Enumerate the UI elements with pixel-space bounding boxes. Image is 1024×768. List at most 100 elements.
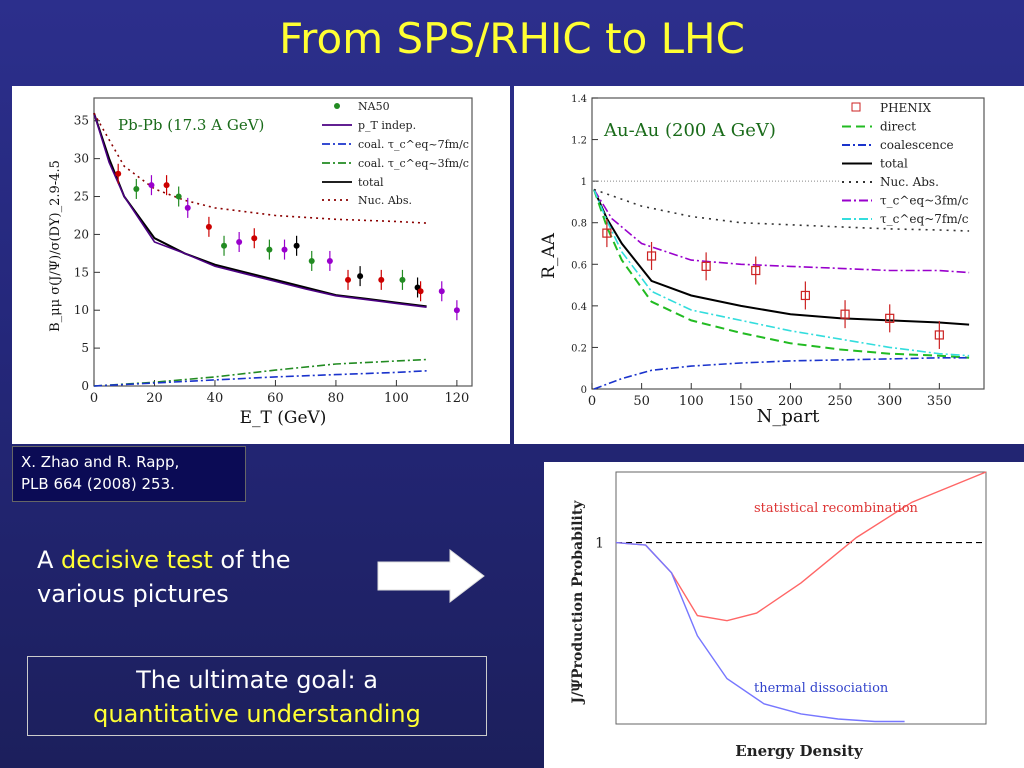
- series-line: [615, 471, 987, 622]
- plot-frame: [615, 471, 987, 725]
- data-point: [281, 246, 288, 253]
- data-point: [800, 290, 810, 301]
- data-point: [293, 242, 300, 249]
- y-tick-label: 25: [74, 190, 89, 204]
- y-tick-label: 35: [74, 114, 89, 128]
- y-tick-label: 0.8: [571, 219, 587, 230]
- data-point: [115, 170, 122, 177]
- legend-label: p_T indep.: [358, 119, 416, 132]
- data-point: [163, 182, 170, 189]
- data-point: [934, 330, 944, 340]
- legend-label: Nuc. Abs.: [880, 175, 939, 189]
- data-point: [378, 276, 385, 283]
- y-tick-label: 15: [74, 265, 89, 279]
- data-point: [885, 313, 895, 323]
- data-point: [205, 223, 212, 230]
- legend-label: NA50: [358, 100, 390, 113]
- series-line: [93, 112, 427, 308]
- data-point: [453, 307, 460, 314]
- legend-label: PHENIX: [880, 101, 932, 115]
- data-point: [184, 204, 191, 211]
- panel-title: Au-Au (200 A GeV): [603, 120, 776, 141]
- y-axis-label: B_μμ σ(J/Ψ)/σ(DY)_2.9-4.5: [48, 160, 63, 332]
- series-line: [593, 189, 970, 359]
- chart-pbpb: 0 20 40 60 80 100 120 0 5 10 15 20 25 30 35 Pb-Pb (17.3…: [12, 86, 510, 444]
- x-tick-label: 100: [679, 394, 704, 409]
- data-point: [840, 309, 850, 319]
- y-tick-label: 5: [81, 341, 89, 355]
- data-point: [751, 265, 761, 276]
- series-line: [593, 189, 970, 357]
- data-point: [308, 257, 315, 264]
- x-tick-label: 60: [267, 391, 284, 406]
- legend-marker: [851, 102, 861, 112]
- chart-auau: 0 50 100 150 200 250 300 350 0 0.2 0.4 0.6 0.8 1 1.2 1.…: [514, 86, 1024, 444]
- data-point: [345, 276, 352, 283]
- data-point: [236, 239, 243, 245]
- slide-title: From SPS/RHIC to LHC: [279, 14, 745, 63]
- chart-auau-svg: 0 50 100 150 200 250 300 350 0 0.2 0.4 0.6 0.8 1 1.2 1.…: [539, 94, 985, 427]
- chart-pbpb-svg: 0 20 40 60 80 100 120 0 5 10 15 20 25 30 35 Pb-Pb (17.3…: [48, 97, 473, 428]
- x-tick-label: 250: [828, 394, 853, 409]
- y-tick-label: 1.4: [571, 94, 587, 105]
- x-tick-label: 350: [927, 394, 952, 409]
- y-tick-label: 0.4: [571, 302, 587, 313]
- goal-box: The ultimate goal: a quantitative unders…: [27, 656, 487, 736]
- legend-label: τ_c^eq~7fm/c: [880, 212, 969, 226]
- legend-label: coal. τ_c^eq~3fm/c: [358, 157, 469, 170]
- y-tick-label: 0.6: [571, 260, 587, 271]
- citation-line-2: PLB 664 (2008) 253.: [21, 475, 175, 493]
- data-point: [399, 276, 406, 283]
- series-line: [93, 112, 427, 224]
- data-point: [438, 288, 445, 295]
- series-line: [593, 357, 970, 390]
- y-tick-label: 10: [74, 303, 89, 317]
- citation-line-1: X. Zhao and R. Rapp,: [21, 453, 180, 471]
- goal-line-2: quantitative understanding: [93, 700, 421, 728]
- y-tick-label: 0: [81, 379, 89, 393]
- series-line: [593, 189, 970, 274]
- goal-line-1: The ultimate goal: a: [136, 666, 378, 694]
- legend-label: direct: [880, 120, 916, 134]
- x-tick-label: 0: [90, 391, 98, 406]
- data-point: [602, 228, 612, 238]
- y-axis-label: J/ΨProduction Probability: [570, 500, 586, 706]
- series-line: [93, 370, 427, 387]
- data-point: [357, 273, 364, 280]
- data-point: [417, 288, 424, 295]
- y-tick-label: 20: [74, 227, 89, 241]
- y-tick-label: 1.2: [571, 136, 587, 147]
- legend-label: τ_c^eq~3fm/c: [880, 194, 969, 208]
- annotation-dissociation: thermal dissociation: [754, 681, 889, 696]
- claim-prefix: A: [37, 546, 62, 574]
- chart-sketch-svg: 1 statistical recombination thermal dissoc…: [570, 471, 987, 760]
- x-axis-label: E_T (GeV): [240, 408, 327, 428]
- data-point: [221, 242, 228, 249]
- y-tick-label: 1: [581, 177, 587, 188]
- data-point: [646, 251, 657, 261]
- right-arrow-icon: [377, 548, 485, 604]
- x-tick-label: 300: [877, 394, 902, 409]
- chart-sketch: 1 statistical recombination thermal dissoc…: [544, 462, 1024, 768]
- claim-text: A decisive test of the various pictures: [37, 543, 357, 611]
- data-point: [701, 261, 711, 271]
- legend-label: total: [358, 176, 384, 189]
- legend-label: Nuc. Abs.: [358, 194, 412, 207]
- annotation-recombination: statistical recombination: [754, 501, 919, 516]
- plot-frame: [591, 97, 985, 390]
- legend-marker: [334, 103, 340, 109]
- data-point: [251, 235, 258, 242]
- series-line: [593, 189, 970, 326]
- series-line: [615, 541, 905, 723]
- x-tick-label: 50: [633, 394, 650, 409]
- citation-box: X. Zhao and R. Rapp, PLB 664 (2008) 253.: [12, 446, 246, 502]
- data-point: [148, 182, 155, 189]
- x-tick-label: 40: [207, 391, 224, 406]
- x-tick-label: 100: [384, 391, 409, 406]
- x-tick-label: 0: [588, 394, 596, 409]
- legend-label: total: [880, 157, 908, 171]
- x-tick-label: 80: [328, 391, 345, 406]
- x-tick-label: 20: [146, 391, 163, 406]
- data-point: [326, 257, 333, 264]
- x-tick-label: 150: [728, 394, 753, 409]
